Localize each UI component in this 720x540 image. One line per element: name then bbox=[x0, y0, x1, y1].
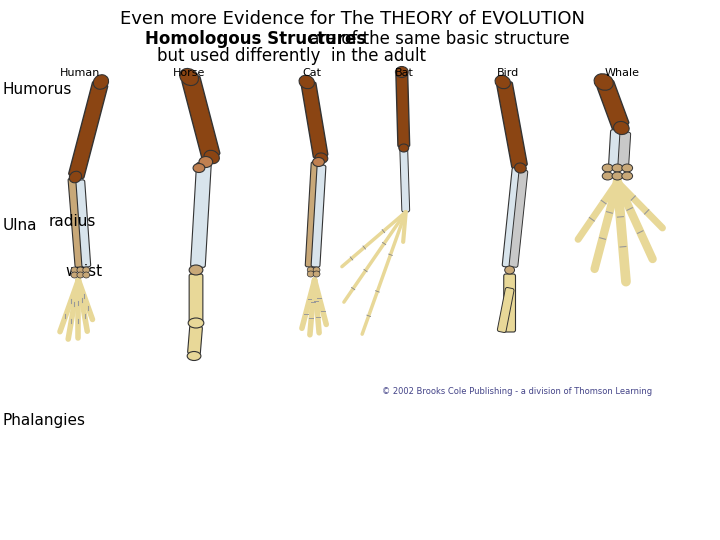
Ellipse shape bbox=[594, 74, 613, 90]
FancyBboxPatch shape bbox=[302, 82, 328, 158]
Ellipse shape bbox=[299, 75, 315, 89]
Ellipse shape bbox=[602, 172, 613, 180]
Ellipse shape bbox=[505, 266, 515, 274]
Text: Phalangies: Phalangies bbox=[3, 413, 86, 428]
Text: © 2002 Brooks Cole Publishing - a division of Thomson Learning: © 2002 Brooks Cole Publishing - a divisi… bbox=[382, 388, 652, 396]
Ellipse shape bbox=[69, 171, 81, 183]
Text: Humorus: Humorus bbox=[3, 83, 72, 98]
Text: Horse: Horse bbox=[173, 68, 205, 78]
Ellipse shape bbox=[83, 267, 90, 273]
Ellipse shape bbox=[77, 267, 84, 273]
FancyBboxPatch shape bbox=[597, 80, 629, 130]
Text: are of the same basic structure: are of the same basic structure bbox=[304, 30, 570, 48]
Ellipse shape bbox=[189, 265, 203, 275]
Ellipse shape bbox=[613, 122, 629, 134]
Text: Cat: Cat bbox=[302, 68, 321, 78]
Ellipse shape bbox=[622, 172, 633, 180]
Ellipse shape bbox=[612, 164, 623, 172]
Text: Ulna: Ulna bbox=[3, 218, 37, 233]
Ellipse shape bbox=[612, 172, 623, 180]
FancyBboxPatch shape bbox=[68, 178, 86, 267]
Ellipse shape bbox=[204, 150, 220, 164]
Ellipse shape bbox=[622, 164, 633, 172]
FancyBboxPatch shape bbox=[618, 132, 631, 167]
FancyBboxPatch shape bbox=[305, 162, 322, 267]
Text: Homologous Structures: Homologous Structures bbox=[145, 30, 366, 48]
FancyBboxPatch shape bbox=[504, 274, 516, 332]
Ellipse shape bbox=[315, 153, 328, 163]
Ellipse shape bbox=[399, 144, 409, 152]
FancyBboxPatch shape bbox=[311, 165, 326, 267]
FancyBboxPatch shape bbox=[509, 170, 528, 267]
Ellipse shape bbox=[180, 69, 199, 85]
Ellipse shape bbox=[307, 271, 314, 277]
Ellipse shape bbox=[313, 271, 320, 277]
Text: radius: radius bbox=[49, 214, 96, 230]
FancyBboxPatch shape bbox=[497, 82, 527, 168]
Text: wrist: wrist bbox=[66, 265, 103, 280]
Text: Human: Human bbox=[60, 68, 101, 78]
Ellipse shape bbox=[395, 66, 408, 78]
Text: Bird: Bird bbox=[497, 68, 519, 78]
Ellipse shape bbox=[307, 267, 314, 273]
FancyBboxPatch shape bbox=[76, 180, 91, 267]
Text: Bat: Bat bbox=[395, 68, 414, 78]
Ellipse shape bbox=[199, 157, 212, 167]
Ellipse shape bbox=[94, 75, 109, 89]
FancyBboxPatch shape bbox=[503, 167, 523, 267]
FancyBboxPatch shape bbox=[189, 274, 203, 322]
FancyBboxPatch shape bbox=[69, 82, 108, 179]
Ellipse shape bbox=[602, 164, 613, 172]
FancyBboxPatch shape bbox=[608, 130, 624, 167]
FancyBboxPatch shape bbox=[400, 148, 410, 212]
FancyBboxPatch shape bbox=[182, 76, 220, 159]
FancyBboxPatch shape bbox=[396, 73, 410, 147]
Ellipse shape bbox=[77, 272, 84, 278]
Ellipse shape bbox=[83, 272, 90, 278]
Ellipse shape bbox=[71, 272, 78, 278]
Ellipse shape bbox=[515, 163, 526, 173]
Text: Even more Evidence for The THEORY of EVOLUTION: Even more Evidence for The THEORY of EVO… bbox=[120, 10, 585, 28]
Text: Whale: Whale bbox=[605, 68, 640, 78]
FancyBboxPatch shape bbox=[188, 326, 202, 354]
Ellipse shape bbox=[312, 158, 325, 166]
Ellipse shape bbox=[188, 318, 204, 328]
FancyBboxPatch shape bbox=[191, 163, 211, 267]
FancyBboxPatch shape bbox=[498, 287, 514, 333]
Ellipse shape bbox=[193, 164, 204, 172]
Ellipse shape bbox=[71, 267, 78, 273]
Ellipse shape bbox=[313, 267, 320, 273]
Ellipse shape bbox=[495, 75, 510, 89]
Ellipse shape bbox=[187, 352, 201, 361]
Text: but used differently  in the adult: but used differently in the adult bbox=[157, 47, 426, 65]
